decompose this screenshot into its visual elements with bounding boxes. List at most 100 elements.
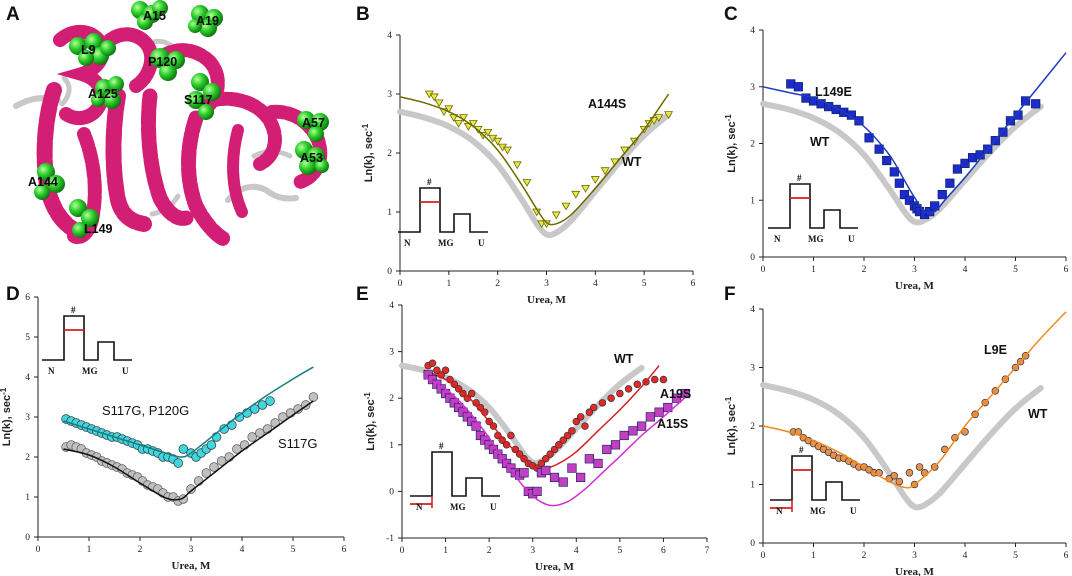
x-tick-label: 3	[912, 265, 917, 275]
chart-panel-d: 0 1 2 3 4 5 6 0 1 2 3 4 5 6 Urea, M Ln(k), sec-1 S117G, …	[0, 293, 347, 572]
data-point	[945, 178, 955, 188]
inset-mg-label: MG	[82, 366, 98, 376]
y-tick-label: 2	[25, 453, 30, 463]
series-s117g	[61, 392, 319, 506]
x-tick-label: 4	[963, 265, 968, 275]
x-tick-label: 3	[530, 546, 535, 556]
inset-unfolded-label: U	[490, 502, 497, 512]
data-point	[546, 450, 554, 458]
data-point	[219, 424, 229, 434]
data-point	[567, 463, 577, 473]
residue-spheres	[34, 0, 329, 238]
data-point	[930, 201, 940, 211]
y-tick-label: 4	[387, 31, 392, 41]
data-point	[899, 189, 909, 200]
data-point	[308, 392, 319, 402]
y-axis-title: Ln(k), sec-1	[724, 396, 738, 455]
data-point	[459, 389, 467, 398]
data-point	[507, 431, 515, 440]
x-tick-label: 0	[36, 545, 41, 555]
inset-unfolded-label: U	[848, 234, 855, 244]
y-axis-title: Ln(k), sec-1	[363, 392, 377, 451]
residue-label: L9	[81, 43, 96, 57]
y-tick-label: 5	[25, 333, 30, 343]
data-point	[889, 167, 899, 177]
data-point	[559, 436, 567, 444]
data-point	[607, 394, 615, 402]
data-point	[433, 366, 441, 374]
data-point	[585, 408, 594, 416]
y-tick-label: 1	[750, 481, 755, 491]
data-point	[619, 430, 629, 441]
energy-diagram-inset: # N MG U	[410, 441, 500, 512]
helix	[103, 27, 159, 93]
y-tick-label: 1	[750, 196, 755, 206]
data-point	[904, 195, 915, 205]
x-tick-label: 4	[240, 545, 245, 555]
inset-transition-label: #	[797, 173, 802, 183]
data-point	[581, 422, 589, 430]
inset-unfolded-label: U	[850, 506, 857, 516]
inset-mg-label: MG	[450, 502, 466, 512]
panel-a-structure: A	[6, 0, 329, 248]
data-point	[563, 431, 572, 440]
sphere-a57	[297, 111, 315, 129]
data-point	[571, 190, 581, 199]
sphere-a19	[199, 19, 217, 37]
data-point	[581, 185, 591, 193]
fit-curve	[63, 366, 314, 458]
panel-label-f: F	[724, 284, 736, 305]
sphere-l9	[69, 37, 87, 55]
data-point	[551, 211, 561, 220]
data-point	[610, 440, 621, 450]
data-point	[454, 120, 464, 128]
x-tick-label: 5	[1013, 265, 1018, 275]
y-tick-label: 1	[387, 208, 392, 218]
data-point	[584, 454, 594, 464]
sphere-s117	[203, 83, 221, 101]
data-point	[247, 432, 257, 442]
sphere-a125	[103, 91, 121, 109]
data-point	[555, 441, 563, 449]
x-tick-label: 3	[544, 279, 549, 289]
energy-profile-line	[398, 187, 488, 233]
wt-reference-curve	[760, 382, 1044, 511]
inset-transition-label: #	[71, 305, 76, 315]
fit-curve	[63, 400, 314, 501]
y-tick-label: 0	[750, 253, 755, 263]
series-label: S117G	[278, 436, 318, 451]
fit-curve	[423, 376, 691, 507]
x-tick-label: 6	[661, 546, 666, 556]
data-point	[522, 179, 532, 187]
x-tick-label: 2	[495, 279, 500, 289]
x-tick-label: 5	[1013, 551, 1018, 561]
data-point	[257, 400, 268, 410]
x-tick-label: 1	[87, 545, 92, 555]
x-tick-label: 2	[862, 265, 867, 275]
y-tick-label: 2	[750, 422, 755, 432]
data-point	[894, 178, 904, 188]
data-point	[864, 133, 874, 143]
data-point	[895, 477, 904, 486]
y-tick-label: 3	[25, 413, 30, 423]
data-point	[568, 427, 576, 435]
residue-label: L149	[84, 222, 113, 236]
inset-transition-label: #	[439, 441, 444, 451]
data-point	[602, 444, 612, 455]
x-tick-label: 5	[291, 545, 296, 555]
x-tick-label: 1	[446, 279, 451, 289]
y-axis-title: Ln(k), sec-1	[361, 123, 375, 182]
energy-diagram-inset: # N MG U	[768, 173, 858, 244]
panel-label-d: D	[6, 284, 20, 305]
sphere-a57	[308, 126, 324, 142]
y-axis-title: Ln(k), sec-1	[0, 387, 13, 446]
sphere-a144	[37, 163, 55, 181]
data-point	[589, 403, 598, 412]
residue-label: S117	[184, 93, 213, 107]
data-point	[671, 393, 682, 403]
data-point	[541, 465, 551, 476]
data-point	[173, 458, 184, 468]
series-s117g-p120g	[61, 366, 314, 468]
sphere-s117	[187, 91, 205, 109]
